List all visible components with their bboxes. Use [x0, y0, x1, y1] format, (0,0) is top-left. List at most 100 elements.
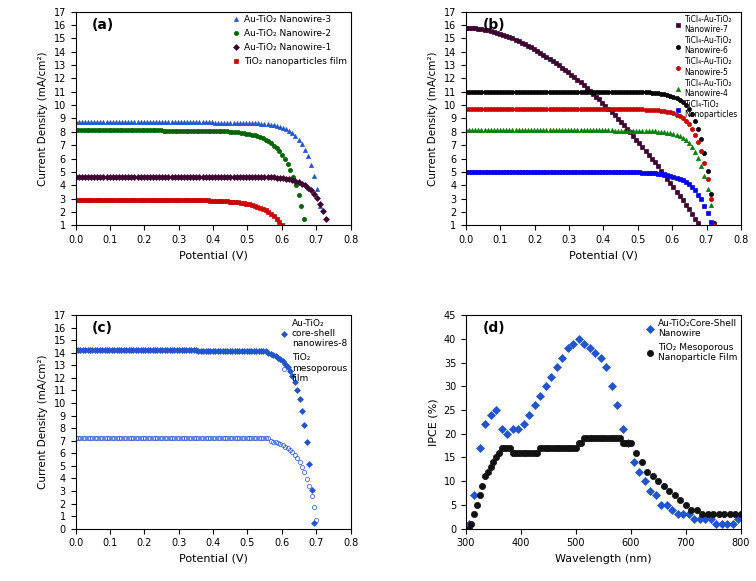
Text: (a): (a) — [92, 18, 114, 32]
Text: (c): (c) — [92, 321, 113, 335]
TiCl₄-Au-TiO₂
Nanowire-7 — [557, 64, 566, 71]
TiO₂ Mesoporous
Nanoparticle Film — [736, 511, 745, 518]
Au-TiO₂Core-Shell
Nanowire — [624, 440, 633, 447]
TiCl₄-Au-TiO₂
Nanowire-6 — [461, 88, 470, 95]
TiCl₄-TiO₂
Nanoparticles — [598, 168, 607, 175]
Line: Au-TiO₂ Nanowire-1: Au-TiO₂ Nanowire-1 — [73, 174, 332, 232]
TiCl₄-Au-TiO₂
Nanowire-5 — [616, 106, 625, 113]
Au-TiO₂ Nanowire-2 — [110, 127, 119, 134]
Au-TiO₂Core-Shell
Nanowire — [689, 516, 699, 523]
Au-TiO₂ Nanowire-1 — [108, 173, 117, 180]
TiCl₄-Au-TiO₂
Nanowire-4 — [616, 127, 625, 134]
Y-axis label: Current Density (mA/cm²): Current Density (mA/cm²) — [38, 354, 48, 489]
TiCl₄-TiO₂
Nanoparticles — [644, 169, 653, 176]
Au-TiO₂Core-Shell
Nanowire — [679, 511, 688, 518]
TiO₂ Mesoporous
Nanoparticle Film — [596, 435, 606, 442]
Au-TiO₂ Nanowire-2 — [143, 127, 152, 134]
Au-TiO₂ Nanowire-2 — [302, 231, 311, 238]
TiO₂
mesoporous
film — [88, 435, 97, 442]
Line: Au-TiO₂ Nanowire-2: Au-TiO₂ Nanowire-2 — [73, 128, 309, 236]
TiO₂ nanoparticles film — [283, 230, 292, 237]
X-axis label: Potential (V): Potential (V) — [178, 554, 247, 564]
Au-TiO₂Core-Shell
Nanowire — [723, 521, 732, 528]
TiCl₄-Au-TiO₂
Nanowire-7 — [703, 234, 712, 241]
TiO₂ nanoparticles film — [71, 196, 80, 203]
TiO₂ Mesoporous
Nanoparticle Film — [599, 435, 608, 442]
TiCl₄-Au-TiO₂
Nanowire-5 — [461, 106, 470, 113]
Au-TiO₂
core-shell
nanowires-8 — [290, 379, 299, 386]
Au-TiO₂Core-Shell
Nanowire — [668, 506, 677, 513]
Au-TiO₂ Nanowire-1 — [269, 174, 278, 181]
Au-TiO₂ Nanowire-1 — [223, 173, 232, 180]
TiO₂
mesoporous
film — [182, 435, 191, 442]
Au-TiO₂Core-Shell
Nanowire — [525, 411, 534, 418]
Au-TiO₂ Nanowire-2 — [140, 127, 149, 134]
TiO₂
mesoporous
film — [132, 435, 141, 442]
TiCl₄-Au-TiO₂
Nanowire-6 — [709, 219, 718, 226]
Line: TiO₂
mesoporous
film: TiO₂ mesoporous film — [73, 436, 318, 522]
Au-TiO₂Core-Shell
Nanowire — [711, 521, 720, 528]
TiCl₄-Au-TiO₂
Nanowire-5 — [675, 113, 684, 120]
Au-TiO₂
core-shell
nanowires-8 — [117, 347, 126, 354]
Legend: Au-TiO₂Core-Shell
Nanowire, TiO₂ Mesoporous
Nanoparticle Film: Au-TiO₂Core-Shell Nanowire, TiO₂ Mesopor… — [643, 318, 738, 363]
Line: TiO₂ nanoparticles film: TiO₂ nanoparticles film — [73, 198, 290, 235]
Au-TiO₂
core-shell
nanowires-8 — [194, 347, 203, 354]
TiO₂ Mesoporous
Nanoparticle Film — [580, 435, 589, 442]
TiCl₄-Au-TiO₂
Nanowire-5 — [663, 108, 672, 115]
Au-TiO₂Core-Shell
Nanowire — [629, 459, 638, 466]
Au-TiO₂Core-Shell
Nanowire — [618, 425, 627, 432]
Au-TiO₂Core-Shell
Nanowire — [469, 492, 479, 499]
TiCl₄-Au-TiO₂
Nanowire-5 — [709, 221, 718, 228]
TiCl₄-Au-TiO₂
Nanowire-6 — [616, 88, 625, 95]
Line: Au-TiO₂
core-shell
nanowires-8: Au-TiO₂ core-shell nanowires-8 — [73, 348, 316, 525]
TiCl₄-Au-TiO₂
Nanowire-7 — [520, 41, 529, 48]
TiCl₄-Au-TiO₂
Nanowire-5 — [684, 121, 693, 128]
Au-TiO₂ Nanowire-1 — [325, 227, 334, 234]
Au-TiO₂
core-shell
nanowires-8 — [213, 347, 222, 354]
Au-TiO₂ Nanowire-2 — [151, 127, 160, 134]
TiCl₄-Au-TiO₂
Nanowire-7 — [461, 24, 470, 31]
Au-TiO₂Core-Shell
Nanowire — [547, 373, 556, 380]
Y-axis label: Current Density (mA/cm²): Current Density (mA/cm²) — [38, 51, 48, 186]
TiCl₄-Au-TiO₂
Nanowire-6 — [675, 96, 684, 103]
Au-TiO₂ Nanowire-3 — [294, 137, 303, 144]
TiCl₄-TiO₂
Nanoparticles — [709, 229, 718, 236]
Au-TiO₂ Nanowire-3 — [226, 119, 235, 126]
TiCl₄-TiO₂
Nanoparticles — [675, 175, 684, 182]
TiO₂
mesoporous
film — [71, 435, 80, 442]
Au-TiO₂Core-Shell
Nanowire — [503, 431, 512, 437]
Line: TiO₂ Mesoporous
Nanoparticle Film: TiO₂ Mesoporous Nanoparticle Film — [466, 435, 744, 532]
Au-TiO₂Core-Shell
Nanowire — [569, 340, 578, 347]
Au-TiO₂ Nanowire-3 — [254, 120, 263, 127]
TiO₂ Mesoporous
Nanoparticle Film — [692, 506, 702, 513]
TiCl₄-Au-TiO₂
Nanowire-7 — [638, 144, 647, 150]
TiCl₄-TiO₂
Nanoparticles — [461, 168, 470, 175]
TiO₂
mesoporous
film — [240, 435, 249, 442]
TiCl₄-Au-TiO₂
Nanowire-7 — [526, 44, 535, 51]
Au-TiO₂Core-Shell
Nanowire — [541, 383, 550, 390]
Au-TiO₂ Nanowire-1 — [86, 173, 95, 180]
Au-TiO₂Core-Shell
Nanowire — [574, 335, 583, 342]
Au-TiO₂Core-Shell
Nanowire — [580, 340, 589, 347]
TiCl₄-Au-TiO₂
Nanowire-5 — [598, 106, 607, 113]
TiO₂ nanoparticles film — [162, 196, 171, 203]
Au-TiO₂Core-Shell
Nanowire — [519, 421, 528, 428]
Line: Au-TiO₂Core-Shell
Nanowire: Au-TiO₂Core-Shell Nanowire — [466, 336, 741, 527]
Au-TiO₂Core-Shell
Nanowire — [640, 478, 649, 485]
Au-TiO₂Core-Shell
Nanowire — [563, 345, 572, 352]
Au-TiO₂ Nanowire-3 — [207, 119, 216, 126]
Au-TiO₂
core-shell
nanowires-8 — [126, 347, 135, 354]
Au-TiO₂Core-Shell
Nanowire — [602, 364, 611, 371]
Au-TiO₂Core-Shell
Nanowire — [728, 521, 737, 528]
X-axis label: Potential (V): Potential (V) — [569, 250, 638, 260]
TiCl₄-Au-TiO₂
Nanowire-6 — [598, 88, 607, 95]
TiO₂
mesoporous
film — [312, 517, 321, 523]
TiCl₄-Au-TiO₂
Nanowire-6 — [663, 91, 672, 98]
TiCl₄-Au-TiO₂
Nanowire-4 — [675, 133, 684, 140]
Au-TiO₂
core-shell
nanowires-8 — [71, 347, 80, 354]
Au-TiO₂Core-Shell
Nanowire — [464, 521, 473, 528]
Au-TiO₂Core-Shell
Nanowire — [651, 492, 660, 499]
Au-TiO₂Core-Shell
Nanowire — [497, 425, 507, 432]
Au-TiO₂Core-Shell
Nanowire — [684, 511, 693, 518]
Au-TiO₂Core-Shell
Nanowire — [536, 392, 545, 399]
